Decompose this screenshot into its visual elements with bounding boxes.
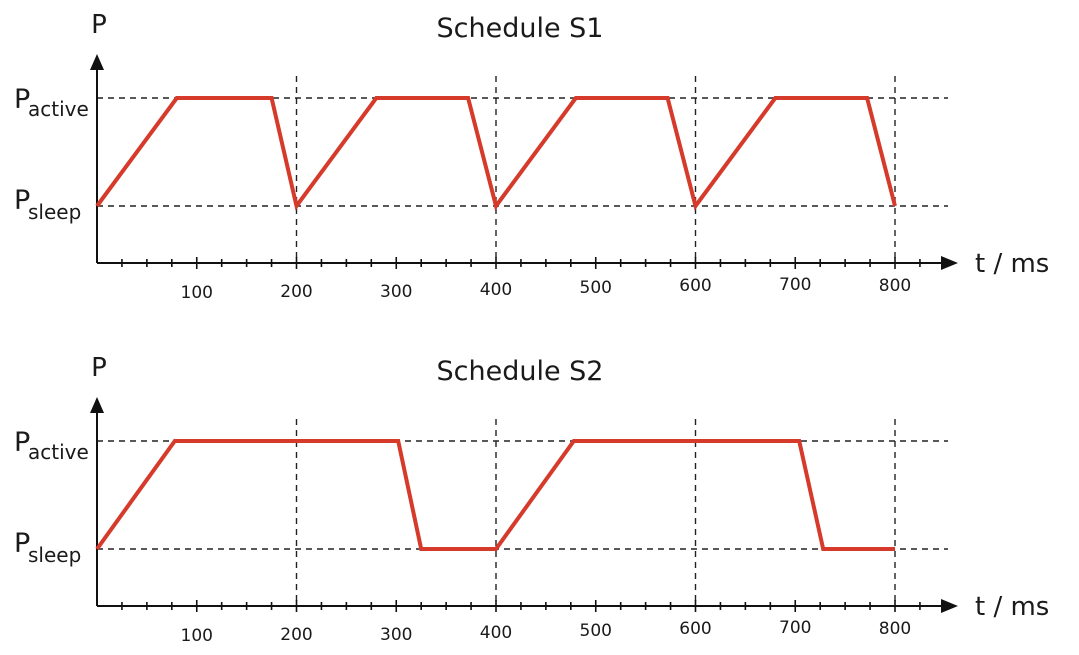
x-tick-label: 200 <box>280 625 312 645</box>
x-axis-arrow <box>941 256 958 270</box>
level-label-active: P active <box>14 84 89 121</box>
y-axis-label: P <box>91 10 107 40</box>
x-tick-label: 700 <box>779 275 811 295</box>
x-tick-label: 800 <box>879 619 911 639</box>
level-label-sleep-sub: sleep <box>28 200 81 224</box>
x-tick-label: 400 <box>480 280 512 300</box>
level-label-active-main: P <box>14 427 30 458</box>
y-axis-arrow <box>90 54 104 70</box>
x-tick-label: 600 <box>679 276 711 296</box>
x-tick-label: 500 <box>580 621 612 641</box>
x-tick-label: 200 <box>280 282 312 302</box>
level-label-active-main: P <box>14 84 30 115</box>
chart-title: Schedule S2 <box>437 356 604 387</box>
level-label-sleep-main: P <box>14 185 30 216</box>
x-tick-label: 400 <box>480 623 512 643</box>
chart-title: Schedule S1 <box>437 13 604 44</box>
level-label-active-sub: active <box>28 97 89 121</box>
x-tick-label: 300 <box>380 282 412 302</box>
x-axis-label: t / ms <box>975 249 1049 279</box>
chart-panel-s1: Schedule S1 P t / ms P active P sleep 10… <box>14 10 1049 303</box>
x-tick-label: 800 <box>879 276 911 296</box>
x-tick-label: 600 <box>679 619 711 639</box>
y-axis-arrow <box>90 397 104 413</box>
x-tick-label: 300 <box>380 625 412 645</box>
level-label-sleep-sub: sleep <box>28 543 81 567</box>
level-label-active: P active <box>14 427 89 464</box>
x-tick-label: 100 <box>181 283 213 303</box>
chart-panel-s2: Schedule S2 P t / ms P active P sleep 10… <box>14 353 1049 646</box>
x-tick-label: 100 <box>181 626 213 646</box>
level-label-sleep-main: P <box>14 528 30 559</box>
level-label-active-sub: active <box>28 440 89 464</box>
y-axis-label: P <box>91 353 107 383</box>
x-axis-arrow <box>941 599 958 613</box>
x-tick-label: 700 <box>779 618 811 638</box>
x-axis-label: t / ms <box>975 592 1049 622</box>
level-label-sleep: P sleep <box>14 528 81 567</box>
x-tick-label: 500 <box>580 278 612 298</box>
level-label-sleep: P sleep <box>14 185 81 224</box>
